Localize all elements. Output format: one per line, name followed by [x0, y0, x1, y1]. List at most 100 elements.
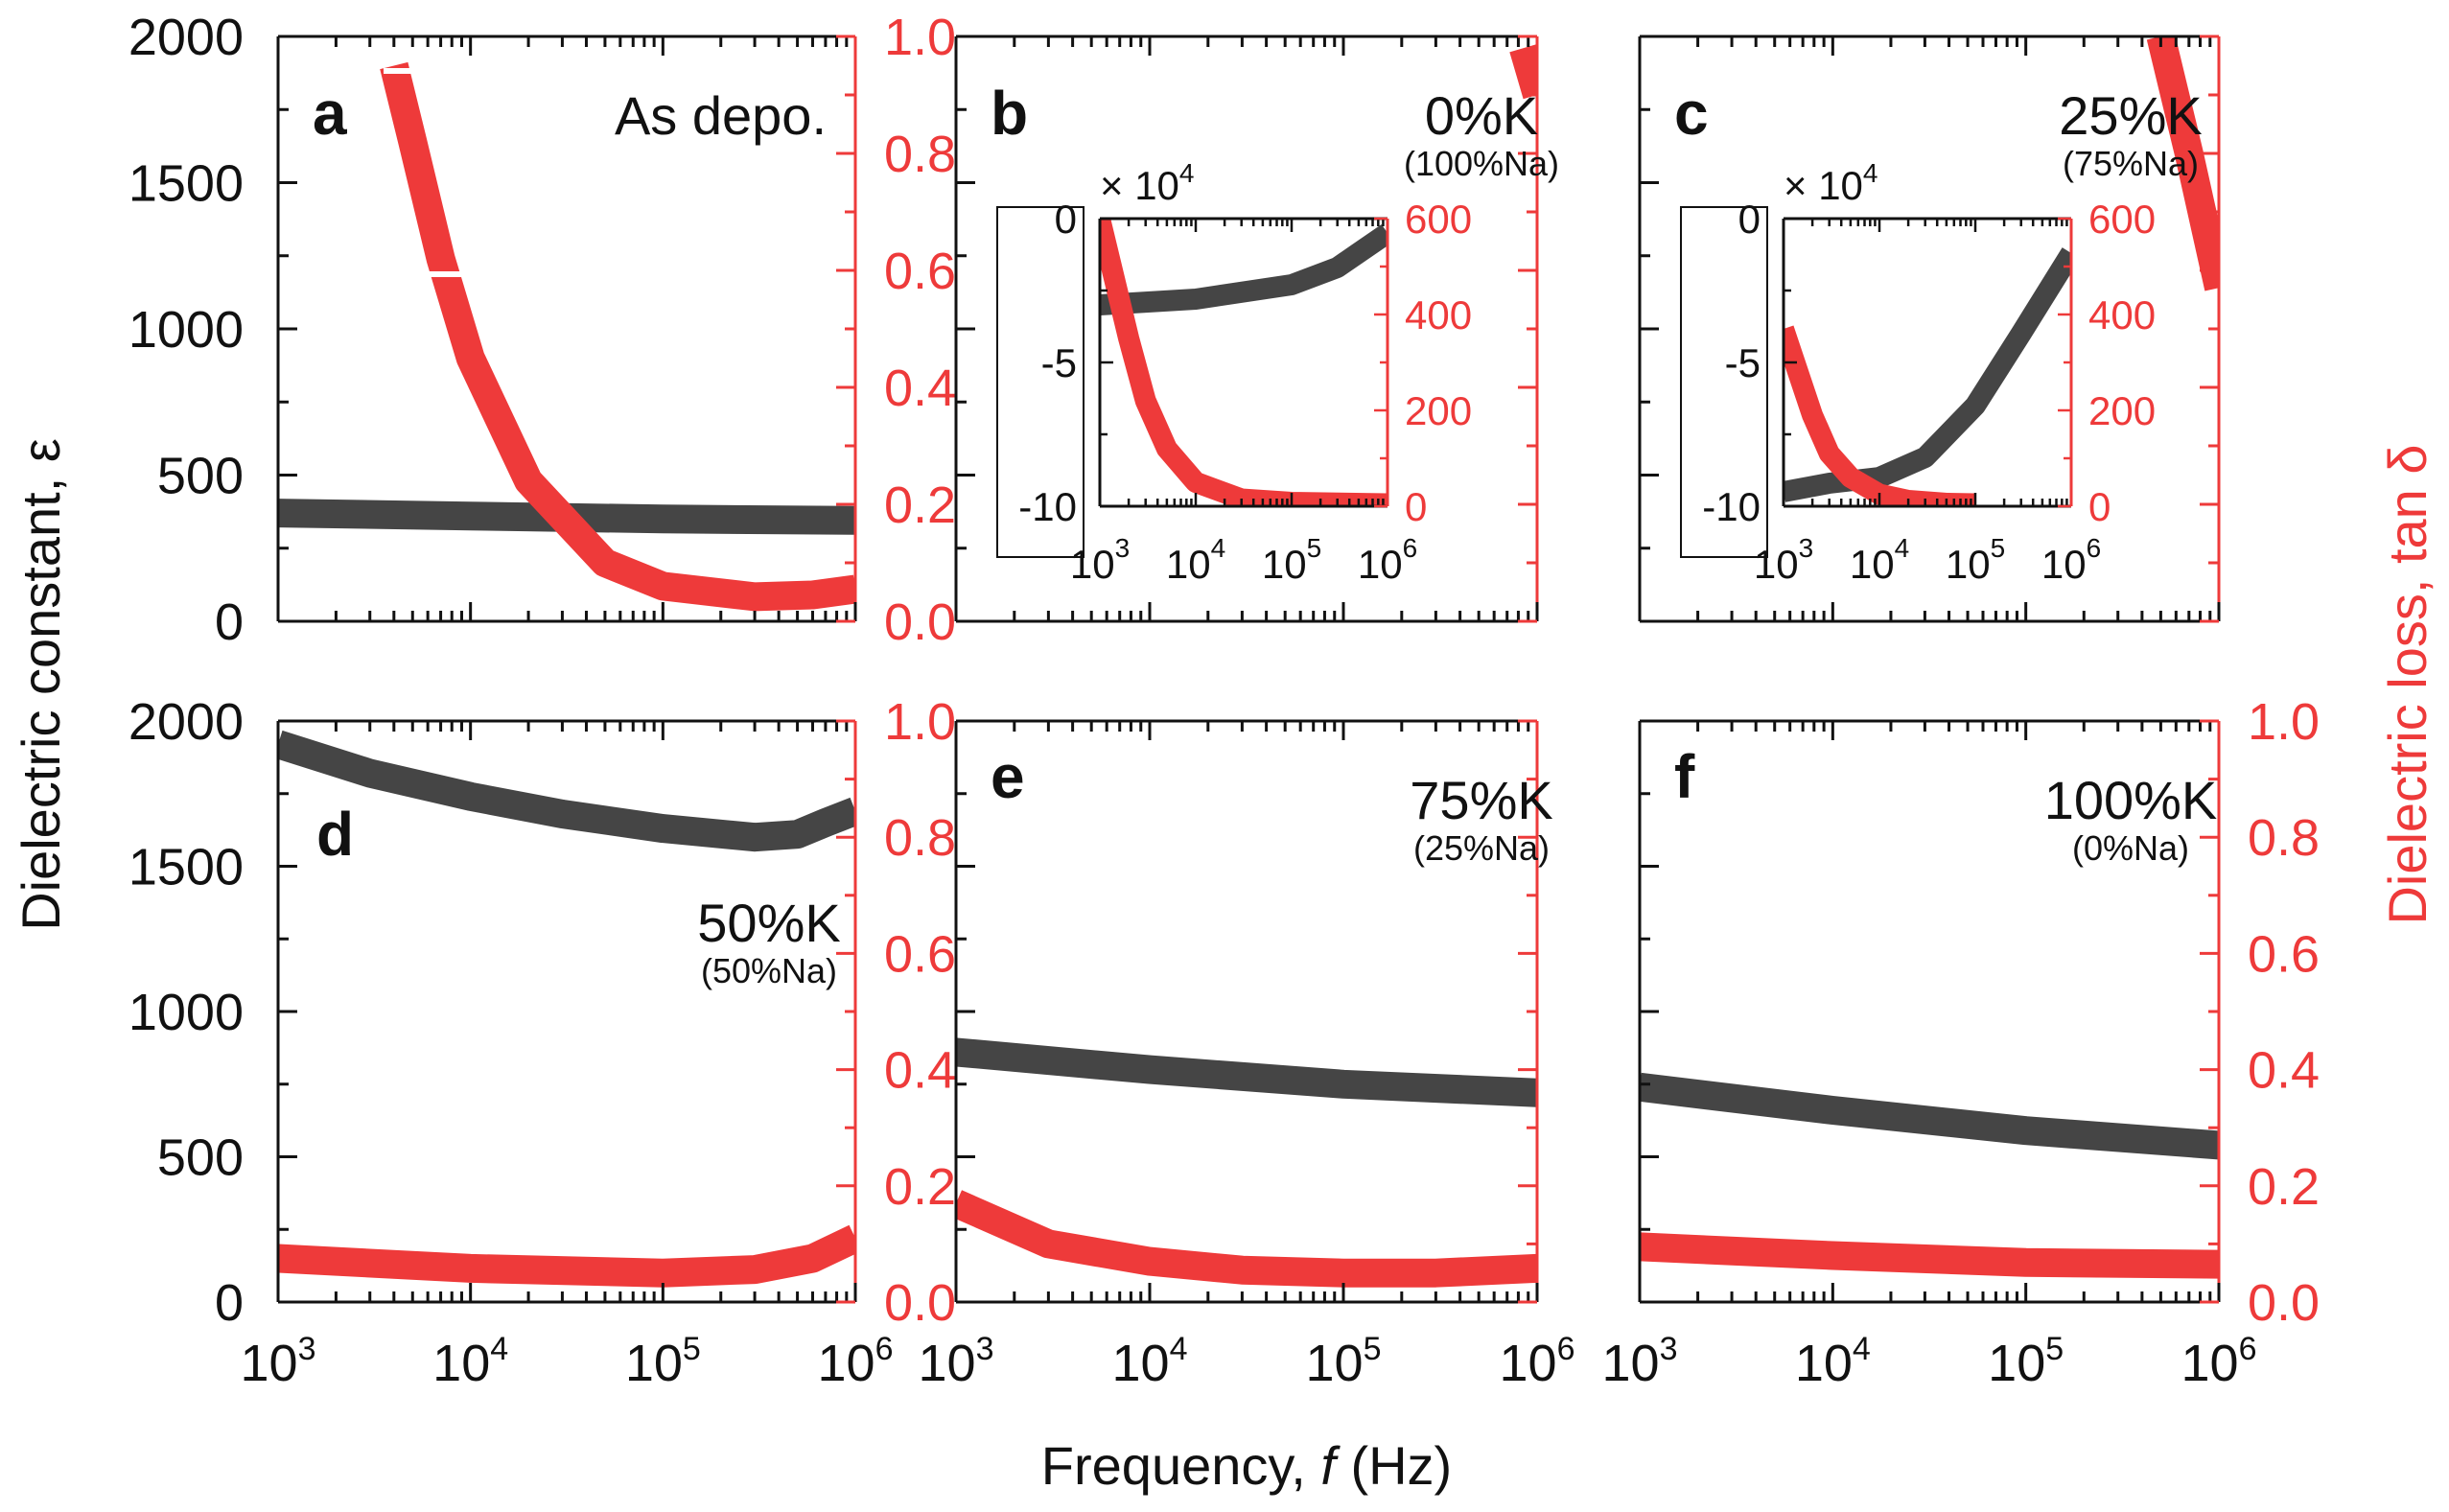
panel-c-subtitle: (75%Na) [2063, 144, 2199, 183]
panel-b-composition: 0%K [1425, 85, 1538, 146]
panel-a-series-group [278, 61, 855, 612]
panel-f-subtitle: (0%Na) [2072, 828, 2189, 868]
panel-f-xtick-label: 103 [1602, 1331, 1678, 1392]
panel-c-inset-multiplier-exp: 4 [1863, 158, 1878, 188]
x-axis-title-prefix: Frequency, [1041, 1435, 1321, 1496]
panel-b-inset-series-group [1100, 219, 1388, 506]
panel-c-inset-xtick-label: 105 [1946, 533, 2005, 587]
panel-a-ytick-label-left: 500 [157, 448, 244, 505]
panel-b-inset-xtick-label: 106 [1358, 533, 1417, 587]
panel-b-inset-xtick-label-exp: 5 [1307, 533, 1322, 563]
panel-b-inset-xtick-label-exp: 6 [1403, 533, 1418, 563]
panel-b-inset-multiplier-base: × 10 [1100, 163, 1179, 208]
panel-a-composition: As depo. [615, 85, 827, 146]
panel-e-dielectric-constant-series [956, 1037, 1537, 1107]
panel-e-xtick-label-exp: 5 [1364, 1331, 1382, 1367]
panel-b-inset-label-box [996, 206, 1085, 558]
panel-c-inset-xtick-label-exp: 3 [1799, 533, 1814, 563]
panel-c-inset-ytick-label-right: 200 [2088, 388, 2156, 433]
panel-a-ytick-label-left: 0 [215, 593, 244, 651]
panel-f-xtick-label: 104 [1795, 1331, 1871, 1392]
panel-e-subtitle: (25%Na) [1413, 828, 1550, 868]
panel-a-ytick-label-right: 0.4 [884, 360, 956, 417]
panel-c-inset-xtick-label-exp: 4 [1895, 533, 1910, 563]
panel-e-xtick-label: 105 [1306, 1331, 1382, 1392]
panel-d-dielectric-loss-series [278, 1224, 855, 1288]
panel-e-dielectric-loss-series [956, 1190, 1537, 1288]
panel-d-ytick-label-left: 2000 [128, 693, 244, 751]
panel-f-ytick-label-right: 0.4 [2248, 1042, 2320, 1100]
panel-a-plot [278, 61, 855, 612]
panel-f-plot [1640, 1072, 2219, 1279]
panel-d-xtick-label-exp: 3 [298, 1331, 316, 1367]
panel-c-label: c [1674, 79, 1709, 148]
panel-a-ytick-label-left: 1500 [128, 155, 244, 213]
panel-c-inset-multiplier-base: × 10 [1784, 163, 1863, 208]
panel-c-inset-xtick-label-base: 10 [1754, 542, 1799, 587]
panel-b-inset-ytick-label-right: 0 [1405, 484, 1427, 529]
panel-a-ytick-label-right: 0.8 [884, 126, 956, 183]
panel-a-ytick-label-right: 0.2 [884, 477, 956, 534]
panel-e-xtick-label-base: 10 [1112, 1335, 1170, 1392]
panel-c-inset-dielectric-loss-series [1784, 325, 1976, 506]
panel-e-xtick-label: 106 [1500, 1331, 1575, 1392]
panel-c-inset-ytick-label-left: 0 [1738, 197, 1761, 242]
panel-b-subtitle: (100%Na) [1404, 144, 1559, 183]
panel-c-inset-multiplier: × 104 [1784, 158, 1878, 208]
panel-b-inset-xtick-label-base: 10 [1262, 542, 1307, 587]
panel-d-series-group [278, 730, 855, 1288]
panel-e-xtick-label-exp: 4 [1170, 1331, 1188, 1367]
panel-f-dielectric-loss-series [1640, 1232, 2219, 1279]
panel-a-ytick-label-right: 1.0 [884, 9, 956, 66]
panel-c-inset-ytick-label-right: 0 [2088, 484, 2111, 529]
panel-f-dielectric-constant-series [1640, 1072, 2219, 1160]
panel-b-label: b [991, 79, 1028, 148]
panel-f-xtick-label-exp: 5 [2045, 1331, 2064, 1367]
panel-c-series-group [2146, 36, 2219, 291]
panel-b-series-group [1509, 44, 1537, 100]
panel-e-composition: 75%K [1410, 770, 1552, 830]
panel-e-plot [956, 1037, 1537, 1288]
panel-d-xtick-label-base: 10 [625, 1335, 683, 1392]
panel-b-inset-xtick-label: 104 [1166, 533, 1225, 587]
panel-a-curve-gaps [384, 68, 475, 277]
panel-a-dielectric-loss-series [380, 61, 855, 612]
panel-f-ytick-label-right: 0.6 [2248, 925, 2320, 983]
panel-c-inset-dielectric-constant-series [1784, 247, 2071, 502]
panel-d-plot [278, 730, 855, 1288]
panel-c-inset-ytick-label-left: -5 [1725, 340, 1761, 385]
panel-d-xtick-label-base: 10 [432, 1335, 490, 1392]
panel-b-dielectric-loss-series [1509, 44, 1537, 100]
panel-c-composition: 25%K [2059, 85, 2202, 146]
panel-c-inset-xtick-label-base: 10 [1946, 542, 1991, 587]
panel-e-xtick-label-exp: 3 [976, 1331, 994, 1367]
panel-d-xtick-label: 106 [818, 1331, 894, 1392]
panel-b-inset-ytick-label-right: 600 [1405, 197, 1472, 242]
panel-b-inset-ytick-label-left: 0 [1055, 197, 1077, 242]
panel-b-inset-xtick-label-base: 10 [1166, 542, 1211, 587]
panel-a-curve-gap [384, 68, 431, 74]
panel-f-xtick-label-base: 10 [1795, 1335, 1853, 1392]
panel-b-inset-xtick-label-base: 10 [1358, 542, 1403, 587]
axes-layer [276, 35, 2221, 1304]
panel-d-xtick-label-exp: 6 [875, 1331, 894, 1367]
panel-c-inset-ytick-label-left: -10 [1702, 484, 1761, 529]
panel-a-ytick-label-right: 0.0 [884, 593, 956, 651]
panel-d-ytick-label-right: 0.4 [884, 1042, 956, 1100]
curves-layer [278, 36, 2219, 1288]
panel-d-xtick-label: 104 [432, 1331, 508, 1392]
panel-f-xtick-label-base: 10 [1602, 1335, 1660, 1392]
panel-d-xtick-label: 103 [241, 1331, 316, 1392]
panel-d-label: d [316, 800, 354, 869]
panel-f-xtick-label-exp: 4 [1853, 1331, 1871, 1367]
panel-c-inset-xtick-label-exp: 5 [1991, 533, 2006, 563]
panel-f-label: f [1674, 742, 1695, 811]
panel-f-xtick-label-base: 10 [2181, 1335, 2239, 1392]
panel-f-series-group [1640, 1072, 2219, 1279]
panel-c-inset-ytick-label-right: 600 [2088, 197, 2156, 242]
panel-e-xtick-label-base: 10 [1500, 1335, 1557, 1392]
panel-d-xtick-label-base: 10 [818, 1335, 875, 1392]
panel-b-inset-ytick-label-right: 400 [1405, 292, 1472, 337]
panel-b-inset-ytick-label-left: -5 [1041, 340, 1077, 385]
panel-c-inset-ytick-label-right: 400 [2088, 292, 2156, 337]
